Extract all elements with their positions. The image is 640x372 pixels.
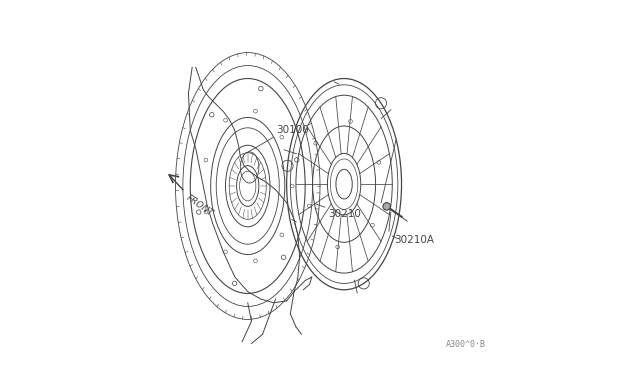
Text: 30210: 30210 <box>328 209 361 219</box>
Text: 30100: 30100 <box>276 125 309 135</box>
Text: A300^0·B: A300^0·B <box>446 340 486 349</box>
Text: 30210A: 30210A <box>394 235 434 245</box>
Circle shape <box>383 203 390 210</box>
Text: FRONT: FRONT <box>185 193 215 218</box>
